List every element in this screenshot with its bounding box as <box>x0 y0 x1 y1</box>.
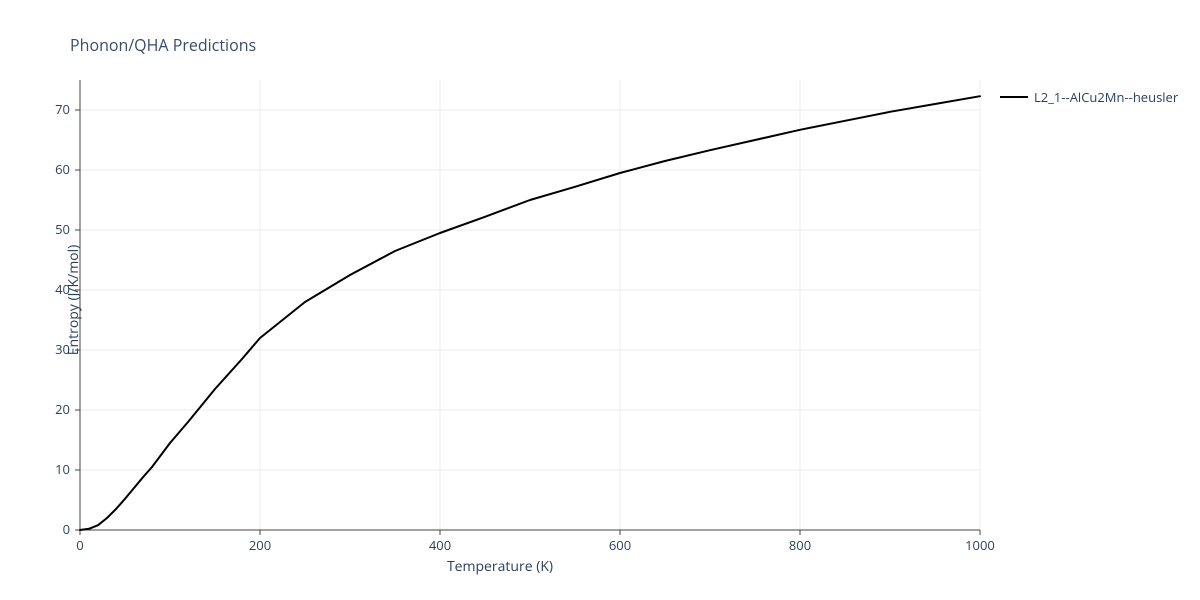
svg-text:40: 40 <box>55 280 70 298</box>
chart-container: Phonon/QHA Predictions Entropy (J/K/mol)… <box>0 0 1200 600</box>
svg-text:1000: 1000 <box>965 536 995 554</box>
svg-text:60: 60 <box>55 160 70 178</box>
svg-text:70: 70 <box>55 100 70 118</box>
svg-text:0: 0 <box>76 536 83 554</box>
svg-text:30: 30 <box>55 340 70 358</box>
svg-text:200: 200 <box>249 536 271 554</box>
svg-text:600: 600 <box>609 536 631 554</box>
chart-title: Phonon/QHA Predictions <box>70 34 256 56</box>
legend-swatch <box>1000 96 1028 98</box>
plot-area[interactable]: 02004006008001000010203040506070 <box>80 80 980 530</box>
svg-text:20: 20 <box>55 400 70 418</box>
svg-text:10: 10 <box>55 460 70 478</box>
chart-svg: 02004006008001000010203040506070 <box>80 80 980 530</box>
svg-text:800: 800 <box>789 536 811 554</box>
x-axis-label: Temperature (K) <box>0 557 1000 576</box>
legend[interactable]: L2_1--AlCu2Mn--heusler <box>1000 88 1178 106</box>
legend-item-label: L2_1--AlCu2Mn--heusler <box>1034 88 1178 106</box>
svg-text:50: 50 <box>55 220 70 238</box>
svg-text:0: 0 <box>63 520 70 538</box>
svg-text:400: 400 <box>429 536 451 554</box>
